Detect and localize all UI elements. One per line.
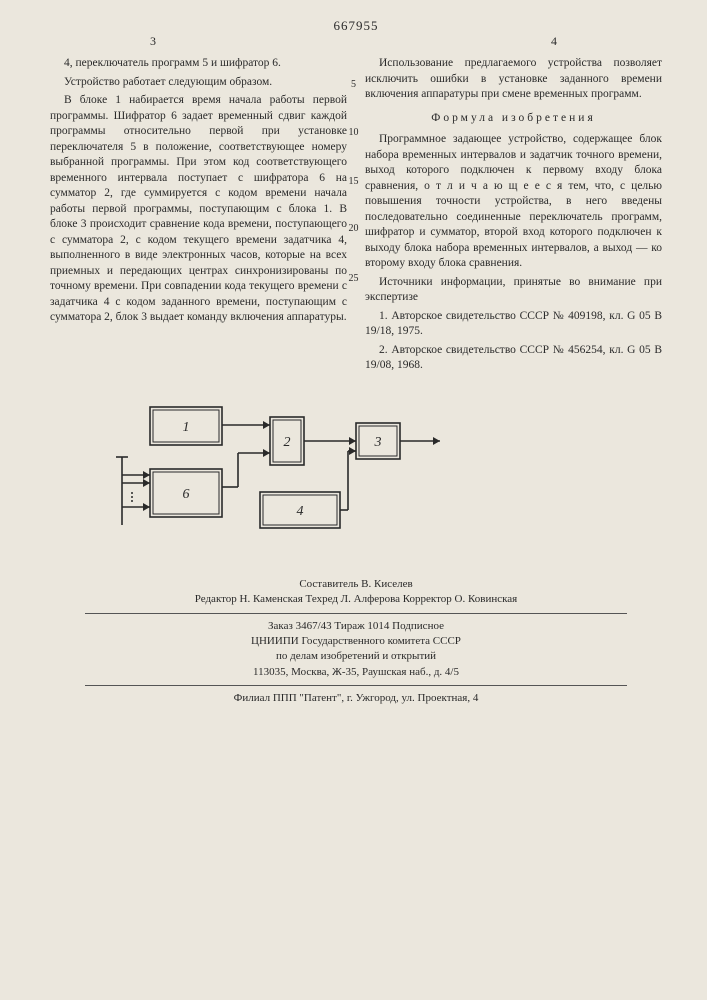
- footer-line: Филиал ППП "Патент", г. Ужгород, ул. Про…: [50, 691, 662, 706]
- document-page: 667955 3 4 5 10 15 20 25 4, переключатель пр…: [0, 0, 707, 1000]
- page-number-right: 4: [551, 34, 557, 49]
- footer-line: Заказ 3467/43 Тираж 1014 Подписное: [50, 619, 662, 634]
- paragraph: Устройство работает следующим образом.: [50, 75, 347, 91]
- paragraph: 4, переключатель программ 5 и шифратор 6…: [50, 56, 347, 72]
- line-number: 25: [347, 274, 361, 284]
- footer-block: Составитель В. Киселев Редактор Н. Камен…: [50, 577, 662, 707]
- footer-line: ЦНИИПИ Государственного комитета СССР: [50, 634, 662, 649]
- block-diagram: 1 6 2 4 3: [110, 397, 450, 557]
- svg-text:2: 2: [284, 435, 291, 450]
- paragraph: 1. Авторское свидетельство СССР № 409198…: [365, 309, 662, 340]
- text-columns: 4, переключатель программ 5 и шифратор 6…: [50, 56, 662, 377]
- svg-text:3: 3: [374, 435, 382, 450]
- paragraph: 2. Авторское свидетельство СССР № 456254…: [365, 343, 662, 374]
- footer-line: 113035, Москва, Ж-35, Раушская наб., д. …: [50, 665, 662, 680]
- paragraph: Программное задающее устройство, содержа…: [365, 132, 662, 272]
- svg-text:6: 6: [183, 487, 190, 502]
- divider: [85, 613, 627, 614]
- paragraph: Использование предлагаемого устройства п…: [365, 56, 662, 103]
- footer-line: Составитель В. Киселев: [50, 577, 662, 592]
- line-number: 5: [347, 80, 361, 90]
- paragraph: Источники информации, принятые во вниман…: [365, 275, 662, 306]
- right-column: Использование предлагаемого устройства п…: [365, 56, 662, 377]
- divider: [85, 685, 627, 686]
- line-number: 20: [347, 224, 361, 234]
- footer-line: по делам изобретений и открытий: [50, 649, 662, 664]
- patent-number: 667955: [50, 18, 662, 34]
- line-number: 10: [347, 128, 361, 138]
- paragraph: В блоке 1 набирается время начала работы…: [50, 93, 347, 326]
- formula-heading: Формула изобретения: [365, 111, 662, 127]
- page-number-left: 3: [150, 34, 156, 49]
- footer-line: Редактор Н. Каменская Техред Л. Алферова…: [50, 592, 662, 607]
- svg-text:4: 4: [297, 504, 304, 519]
- svg-text:1: 1: [183, 420, 190, 435]
- line-number: 15: [347, 177, 361, 187]
- left-column: 4, переключатель программ 5 и шифратор 6…: [50, 56, 347, 377]
